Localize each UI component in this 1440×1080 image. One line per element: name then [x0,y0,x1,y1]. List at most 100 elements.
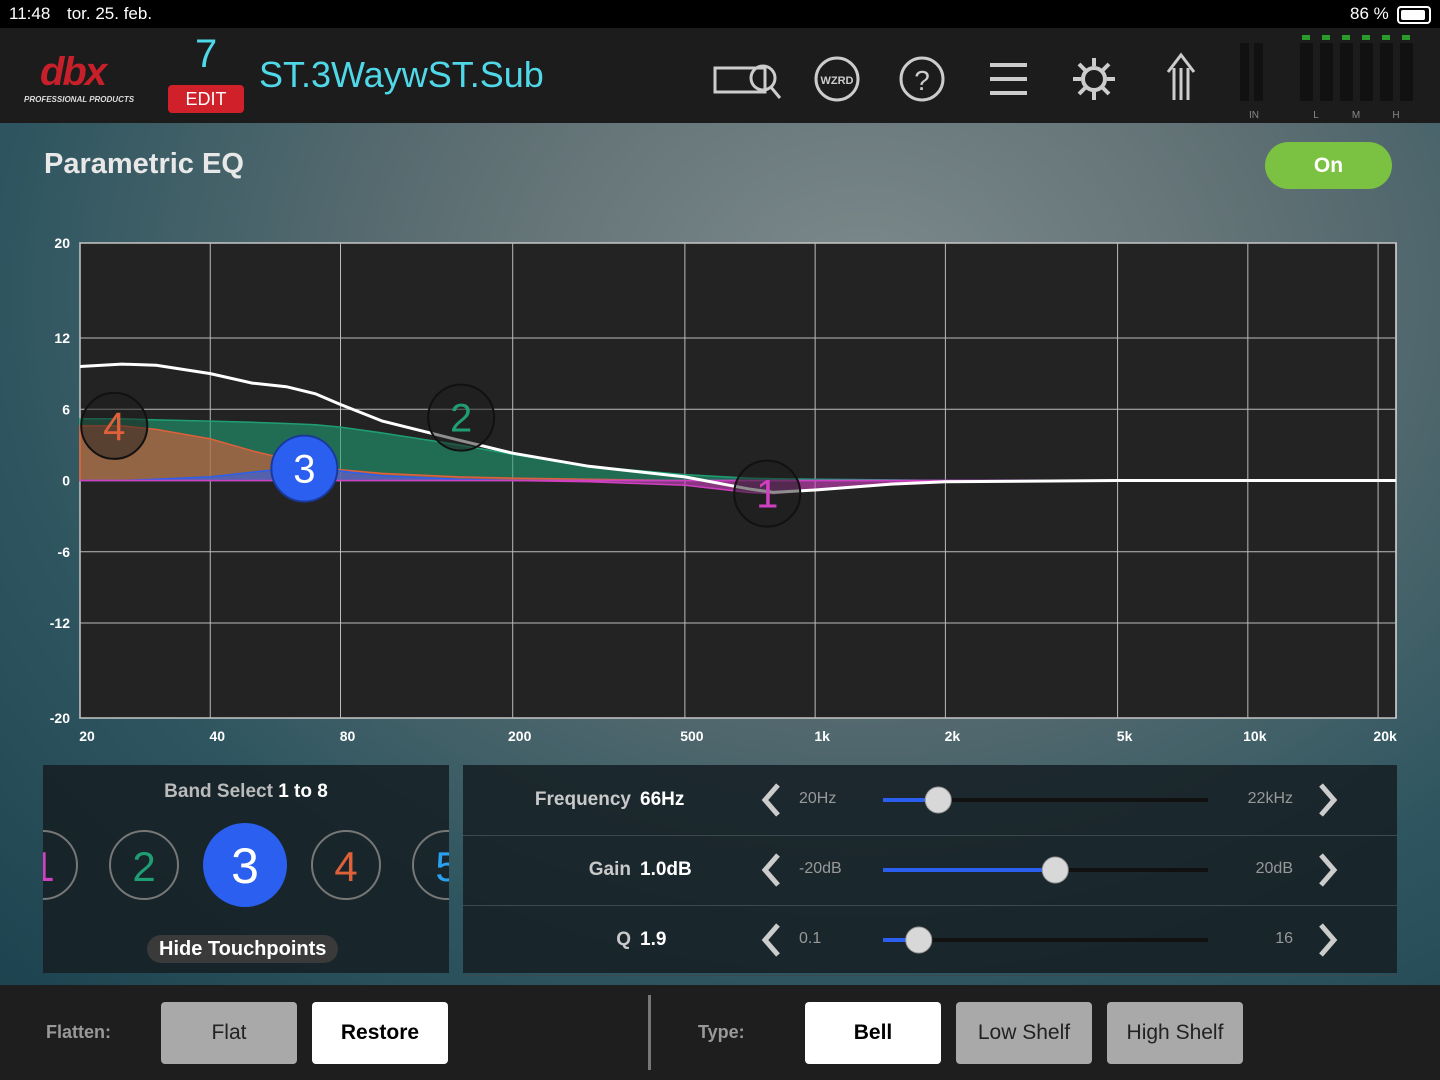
restore-button[interactable]: Restore [312,1002,448,1064]
wizard-label: WZRD [821,75,854,87]
meter-label: L [1313,110,1319,121]
band-button[interactable] [43,830,78,900]
band-number: 5 [435,843,449,890]
preset-name: ST.3WaywST.Sub [259,54,544,95]
slider-thumb[interactable] [924,786,952,814]
time: 11:48 [9,4,51,23]
device-icon[interactable] [713,64,782,99]
control-row: Gain 1.0dB -20dB 20dB [463,835,1397,906]
x-tick-label: 2k [945,728,961,744]
type-label: Type: [698,1022,745,1042]
x-tick-label: 200 [508,728,532,744]
decrement-arrow[interactable] [761,783,780,817]
x-tick-label: 40 [209,728,225,744]
wizard-icon[interactable] [814,56,860,102]
meter-label: M [1352,110,1360,121]
band-button[interactable] [109,830,179,900]
meter [1340,43,1353,101]
x-tick-label: 10k [1243,728,1267,744]
decrement-arrow[interactable] [761,923,780,957]
y-tick-label: -20 [50,710,70,726]
list-icon[interactable] [990,63,1027,95]
x-tick-label: 1k [814,728,830,744]
control-label: Frequency [534,789,631,810]
increment-arrow[interactable] [1319,783,1338,817]
y-tick-label: 0 [62,473,70,489]
battery-icon [1397,6,1431,24]
low-shelf-button[interactable]: Low Shelf [956,1002,1092,1064]
y-tick-label: -6 [58,544,71,560]
band-number: 1 [43,843,55,890]
control-min: 0.1 [799,930,822,947]
control-max: 20dB [1255,860,1293,877]
meter [1360,43,1373,101]
touchpoint[interactable] [427,383,496,452]
y-tick-label: 12 [54,330,70,346]
meter [1300,43,1313,101]
high-shelf-button[interactable]: High Shelf [1107,1002,1243,1064]
meter-label: IN [1249,110,1259,121]
eq-graph: 20 40 80 200 500 1k 2k 5k 10k 20k201260-6-12-2043… [50,235,1397,744]
touchpoint[interactable] [80,391,149,460]
touchpoint[interactable] [270,434,339,503]
touchpoint-label: 3 [293,448,315,492]
y-tick-label: 20 [54,235,70,251]
hide-touchpoints[interactable]: Hide Touchpoints [147,935,339,963]
help-icon[interactable] [899,56,945,102]
header: dbx PROFESSIONAL PRODUCTS 7 EDIT ST.3Way… [0,28,1440,123]
bell-button[interactable]: Bell [805,1002,941,1064]
control-row: Q 1.9 0.1 16 [463,905,1397,976]
divider [648,995,651,1070]
touchpoint-label: 1 [756,473,778,517]
band-select-range: 1 to 8 [278,781,328,802]
settings-icon[interactable] [1073,58,1115,100]
band-number: 4 [334,843,357,890]
x-tick-label: 5k [1117,728,1133,744]
control-value: 1.9 [640,929,667,950]
logo: dbx [40,50,107,94]
band-select-panel: Band Select 1 to 8 1 2 3 4 5 Hide Touchp… [43,765,449,973]
touchpoint-label: 4 [103,405,125,449]
slider-thumb[interactable] [1041,856,1069,884]
increment-arrow[interactable] [1319,853,1338,887]
eq-toggle[interactable]: On [1265,142,1392,189]
logo-sub: PROFESSIONAL PRODUCTS [24,95,135,104]
control-min: 20Hz [799,790,837,807]
band-button[interactable] [311,830,381,900]
battery-text: 86 % [1350,4,1389,23]
decrement-arrow[interactable] [761,853,780,887]
control-label: Gain [588,859,631,880]
band-buttons: 1 2 3 4 5 [43,823,449,907]
band-button[interactable] [203,823,287,907]
flat-button[interactable]: Flat [161,1002,297,1064]
touchpoint-label: 2 [450,397,472,441]
touchpoint[interactable] [733,459,802,528]
control-row: Frequency 66Hz 20Hz 22kHz [463,765,1397,836]
x-tick-label: 20 [79,728,95,744]
meter [1380,43,1393,101]
x-tick-label: 80 [340,728,356,744]
help-label: ? [914,65,930,96]
date: tor. 25. feb. [67,4,153,23]
edit-button[interactable]: EDIT [168,85,244,113]
response-curve [79,362,1396,494]
y-tick-label: 6 [62,401,70,417]
meter [1320,43,1333,101]
control-label: Q [616,929,631,950]
control-value: 1.0dB [640,859,692,880]
preset-number: 7 [195,32,218,76]
band-select-title: Band Select 1 to 8 [43,781,449,803]
meter [1240,43,1249,101]
band-number: 2 [132,843,155,890]
meters: IN L M H [1240,35,1413,121]
slider[interactable] [463,905,1397,975]
increment-arrow[interactable] [1319,923,1338,957]
panel-title: Parametric EQ [44,148,244,180]
slider[interactable] [463,835,1397,905]
x-tick-label: 20k [1373,728,1397,744]
upload-icon[interactable] [1166,52,1196,100]
slider-thumb[interactable] [905,926,933,954]
band-button[interactable] [412,830,449,900]
slider[interactable] [463,765,1397,835]
